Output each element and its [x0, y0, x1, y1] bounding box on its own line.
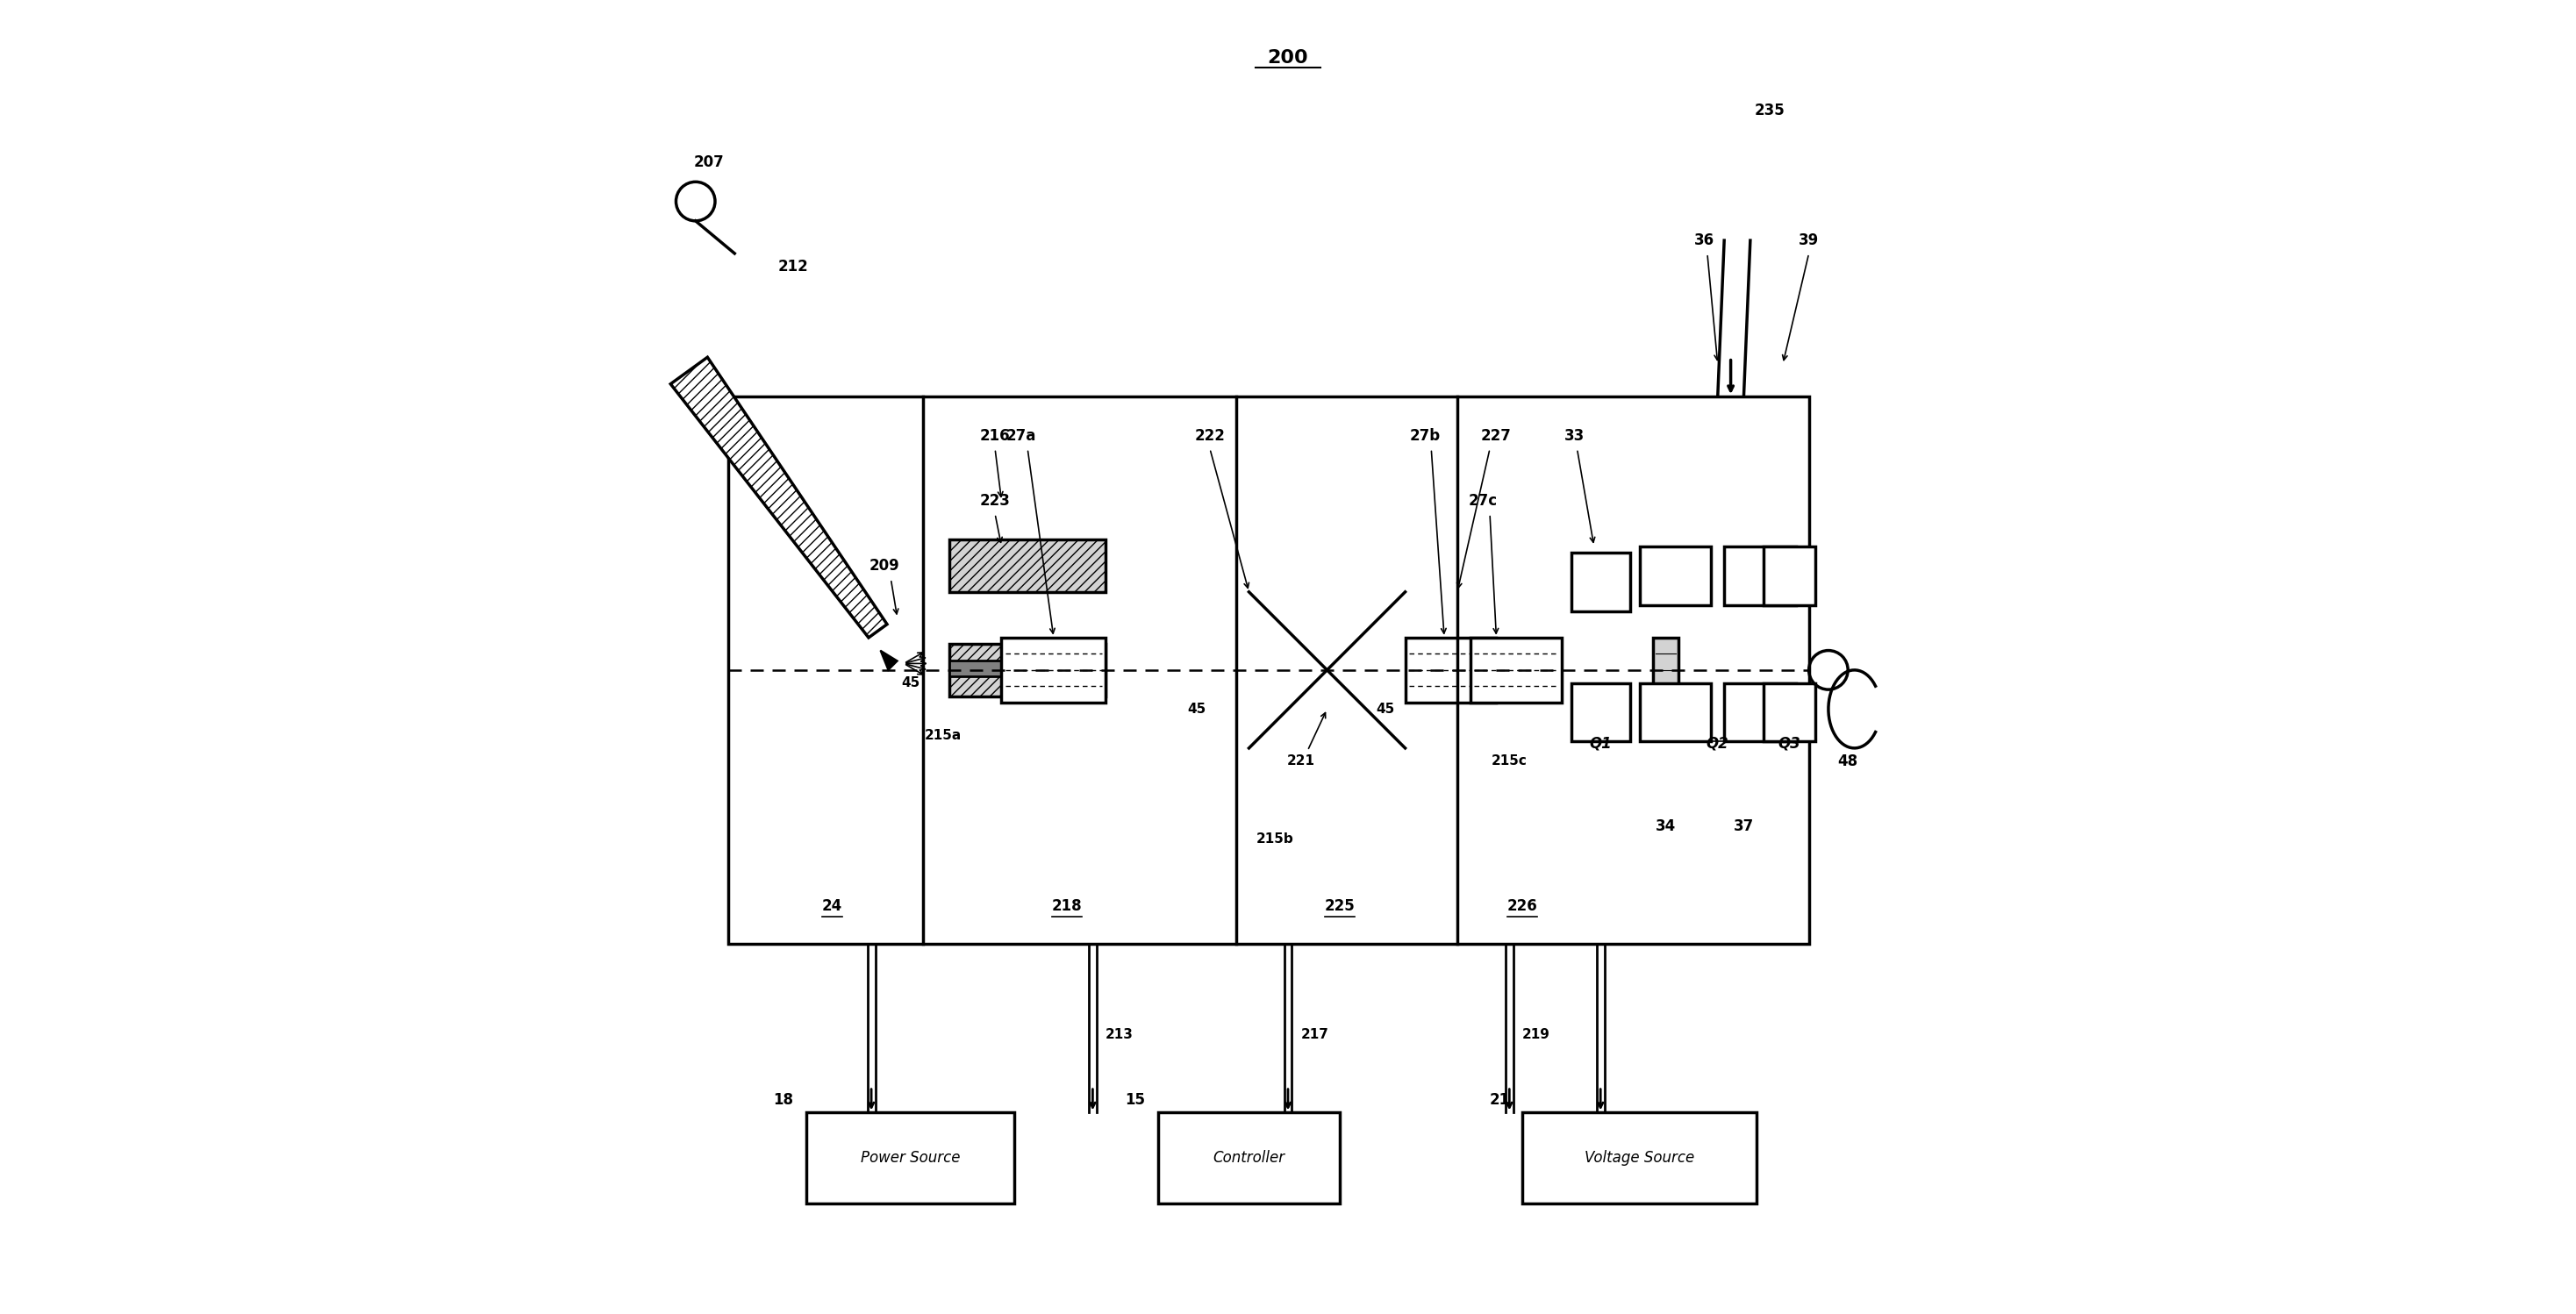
FancyBboxPatch shape	[1522, 1113, 1757, 1204]
Text: Voltage Source: Voltage Source	[1584, 1150, 1695, 1166]
Text: 221: 221	[1288, 754, 1316, 767]
Text: 216: 216	[979, 428, 1010, 444]
FancyBboxPatch shape	[1571, 553, 1631, 611]
FancyBboxPatch shape	[1723, 683, 1795, 741]
FancyBboxPatch shape	[1002, 637, 1105, 703]
Polygon shape	[881, 650, 896, 670]
Text: 222: 222	[1195, 428, 1226, 444]
Text: 33: 33	[1564, 428, 1584, 444]
FancyBboxPatch shape	[1638, 547, 1710, 604]
Text: 225: 225	[1324, 897, 1355, 913]
Text: 215c: 215c	[1492, 754, 1528, 767]
Text: Q2: Q2	[1705, 735, 1728, 750]
Text: 223: 223	[979, 493, 1010, 509]
FancyBboxPatch shape	[1471, 637, 1561, 703]
Text: 215a: 215a	[925, 728, 961, 741]
Text: 15: 15	[1126, 1092, 1144, 1108]
Text: 45: 45	[1376, 703, 1396, 716]
Text: Power Source: Power Source	[860, 1150, 961, 1166]
Text: 21: 21	[1489, 1092, 1510, 1108]
Text: 27c: 27c	[1468, 493, 1497, 509]
Text: Q3: Q3	[1777, 735, 1801, 750]
Text: Q1: Q1	[1589, 735, 1613, 750]
Text: 218: 218	[1051, 897, 1082, 913]
FancyBboxPatch shape	[806, 1113, 1015, 1204]
FancyBboxPatch shape	[1638, 683, 1710, 741]
Text: 39: 39	[1798, 233, 1819, 248]
FancyBboxPatch shape	[1404, 637, 1497, 703]
Text: 207: 207	[693, 155, 724, 171]
Text: 235: 235	[1754, 102, 1785, 118]
FancyBboxPatch shape	[951, 661, 1105, 677]
Text: 48: 48	[1837, 753, 1857, 769]
FancyBboxPatch shape	[1723, 547, 1795, 604]
Bar	[951, 540, 1105, 591]
Text: 213: 213	[1105, 1028, 1133, 1041]
Text: 34: 34	[1656, 819, 1677, 834]
Text: 45: 45	[902, 677, 920, 690]
Bar	[951, 644, 1105, 696]
Text: 215b: 215b	[1257, 833, 1293, 846]
Text: 24: 24	[822, 897, 842, 913]
Text: 200: 200	[1267, 50, 1309, 67]
FancyBboxPatch shape	[1157, 1113, 1340, 1204]
Text: 27a: 27a	[1007, 428, 1036, 444]
Text: 36: 36	[1695, 233, 1716, 248]
FancyBboxPatch shape	[1571, 683, 1631, 741]
Text: 37: 37	[1734, 819, 1754, 834]
Text: Controller: Controller	[1213, 1150, 1285, 1166]
Text: 219: 219	[1522, 1028, 1551, 1041]
Text: 217: 217	[1301, 1028, 1329, 1041]
Text: 226: 226	[1507, 897, 1538, 913]
Text: 18: 18	[773, 1092, 793, 1108]
FancyBboxPatch shape	[1765, 683, 1816, 741]
Text: 45: 45	[1188, 703, 1206, 716]
FancyBboxPatch shape	[1765, 547, 1816, 604]
Text: 27b: 27b	[1409, 428, 1440, 444]
Text: 209: 209	[868, 558, 899, 574]
Text: 212: 212	[778, 259, 809, 275]
FancyBboxPatch shape	[729, 397, 1808, 943]
Polygon shape	[670, 357, 886, 637]
Text: 227: 227	[1481, 428, 1512, 444]
FancyBboxPatch shape	[1654, 637, 1680, 703]
